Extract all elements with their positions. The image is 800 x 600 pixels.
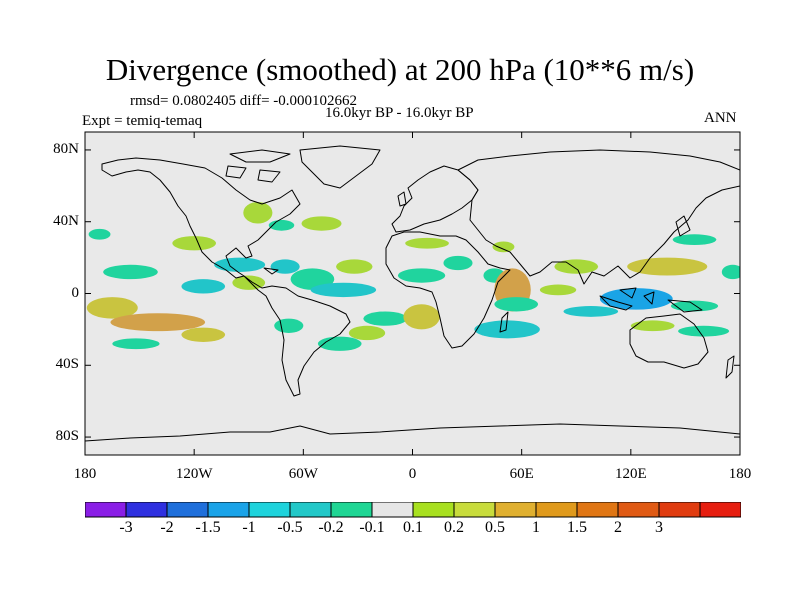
colorbar-label-6: -0.1	[359, 519, 385, 536]
lat-label-40S: 40S	[55, 356, 79, 373]
colorbar-label-1: -2	[160, 519, 174, 536]
lat-label-80S: 80S	[55, 428, 79, 445]
colorbar-label-4: -0.5	[277, 519, 303, 536]
colorbar-label-12: 2	[614, 519, 622, 536]
divergence-anomaly-24	[443, 255, 473, 271]
colorbar-box-14	[658, 502, 701, 518]
divergence-anomaly-0	[86, 297, 138, 319]
colorbar-label-2: -1.5	[195, 519, 221, 536]
divergence-anomaly-23	[405, 237, 449, 249]
lon-label-4: 60E	[509, 466, 534, 482]
divergence-anomaly-32	[554, 259, 599, 274]
divergence-anomaly-11	[243, 201, 273, 224]
divergence-anomaly-36	[670, 300, 719, 312]
divergence-anomaly-2	[181, 327, 226, 342]
season-label: ANN	[704, 110, 737, 126]
divergence-anomaly-3	[103, 264, 158, 280]
colorbar-box-10	[494, 502, 537, 518]
colorbar-label-5: -0.2	[318, 519, 344, 536]
colorbar-label-0: -3	[119, 519, 133, 536]
stats-label: rmsd= 0.0802405 diff= -0.000102662	[130, 93, 358, 109]
divergence-anomaly-35	[672, 234, 717, 246]
colorbar-label-10: 1	[532, 519, 540, 536]
divergence-anomaly-39	[721, 264, 740, 280]
colorbar-box-8	[412, 502, 455, 518]
divergence-anomaly-21	[397, 268, 446, 283]
divergence-anomaly-20	[363, 311, 408, 326]
lon-label-0: 180	[73, 466, 97, 482]
divergence-anomaly-1	[110, 313, 206, 332]
colorbar-label-8: 0.2	[444, 519, 464, 536]
divergence-anomaly-37	[678, 325, 730, 337]
lat-label-0: 0	[71, 284, 80, 301]
divergence-anomaly-5	[88, 228, 111, 240]
lon-label-6: 180	[728, 466, 752, 482]
colorbar-box-2	[166, 502, 209, 518]
colorbar-box-1	[125, 502, 168, 518]
divergence-anomaly-8	[181, 279, 226, 294]
divergence-anomaly-31	[563, 306, 619, 317]
divergence-anomaly-30	[539, 284, 577, 296]
experiment-label: Expt = temiq-temaq	[82, 113, 203, 129]
colorbar-label-13: 3	[655, 519, 663, 536]
colorbar-box-0	[85, 502, 127, 518]
colorbar-box-12	[576, 502, 619, 518]
divergence-anomaly-9	[232, 275, 266, 290]
divergence-anomaly-13	[301, 216, 342, 231]
divergence-anomaly-14	[336, 259, 373, 274]
period-label: 16.0kyr BP - 16.0kyr BP	[325, 105, 474, 121]
map-title: Divergence (smoothed) at 200 hPa (10**6 …	[105, 52, 695, 87]
colorbar-box-11	[535, 502, 578, 518]
colorbar-label-7: 0.1	[403, 519, 423, 536]
colorbar-box-5	[289, 502, 332, 518]
divergence-anomaly-4	[112, 338, 160, 350]
lon-label-5: 120E	[614, 466, 647, 482]
divergence-anomaly-38	[630, 320, 675, 332]
divergence-anomaly-27	[474, 320, 540, 339]
colorbar-box-7	[371, 502, 414, 518]
colorbar-label-11: 1.5	[567, 519, 587, 536]
colorbar-box-9	[453, 502, 496, 518]
lat-label-80N: 80N	[53, 140, 79, 157]
divergence-anomaly-16	[310, 282, 377, 298]
colorbar-label-9: 0.5	[485, 519, 505, 536]
colorbar	[85, 502, 741, 518]
divergence-anomaly-6	[172, 236, 217, 251]
colorbar-box-15	[699, 502, 741, 518]
colorbar-label-3: -1	[242, 519, 256, 536]
lat-label-40N: 40N	[53, 212, 79, 229]
divergence-anomaly-22	[403, 304, 440, 330]
colorbar-box-4	[248, 502, 291, 518]
divergence-anomaly-29	[492, 241, 515, 253]
divergence-anomaly-7	[214, 257, 266, 272]
lon-label-3: 0	[408, 466, 417, 482]
colorbar-box-13	[617, 502, 660, 518]
colorbar-box-6	[330, 502, 373, 518]
coastlines	[85, 145, 740, 442]
divergence-anomaly-17	[348, 325, 386, 341]
axis-ticks	[84, 132, 741, 455]
lon-label-2: 60W	[288, 466, 318, 482]
divergence-anomaly-33	[599, 288, 673, 310]
lon-label-1: 120W	[175, 466, 213, 482]
colorbar-box-3	[207, 502, 250, 518]
divergence-anomaly-19	[274, 318, 304, 333]
divergence-field	[86, 201, 740, 351]
divergence-anomaly-28	[494, 297, 539, 312]
